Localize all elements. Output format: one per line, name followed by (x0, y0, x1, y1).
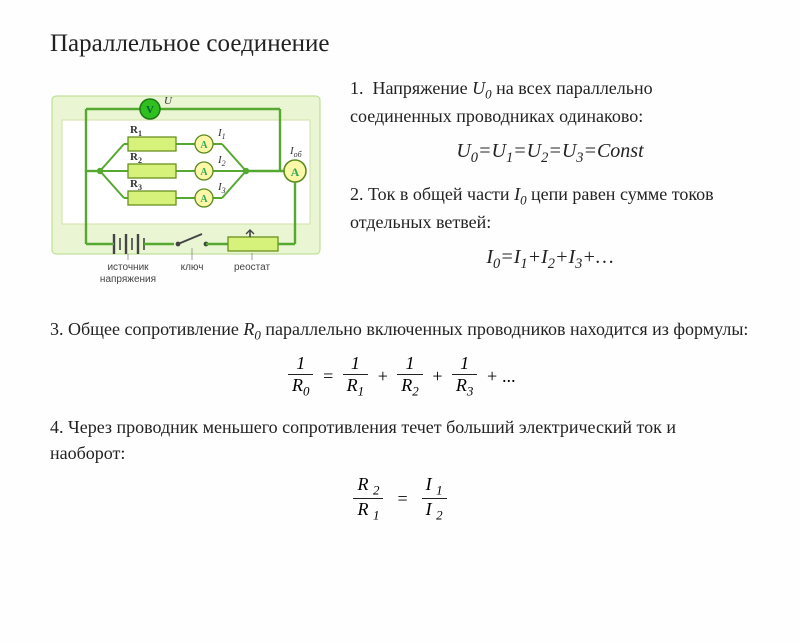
caption-key: ключ (181, 262, 204, 273)
point-2-text: 2. Ток в общей части I0 цепи равен сумме… (350, 182, 750, 235)
voltmeter-label: U (164, 95, 173, 107)
svg-text:A: A (200, 194, 208, 205)
page-title: Параллельное соединение (50, 30, 750, 58)
formula-1: U0=U1=U2=U3=Const (350, 137, 750, 168)
circuit-diagram: V U R1 A I1 (50, 76, 330, 296)
formula-2: I0=I1+I2+I3+… (350, 243, 750, 274)
formula-3: 1R0 = 1R1 + 1R2 + 1R3 + ... (50, 353, 750, 400)
svg-text:A: A (291, 165, 300, 179)
point-4-text: 4. Через проводник меньшего сопротивлени… (50, 415, 750, 465)
caption-source: источник (107, 262, 149, 273)
circuit-diagram-container: V U R1 A I1 (50, 76, 330, 301)
caption-rheostat: реостат (234, 262, 270, 273)
top-row: V U R1 A I1 (50, 76, 750, 301)
caption-voltage: напряжения (100, 274, 156, 285)
svg-text:A: A (200, 167, 208, 178)
point-3-text: 3. Общее сопротивление R0 параллельно вк… (50, 317, 750, 345)
svg-text:A: A (200, 140, 208, 151)
point-1-text: 1. Напряжение U0 на всех параллельно сое… (350, 76, 750, 129)
formula-4: R 2 R 1 = I 1 I 2 (50, 474, 750, 524)
page: Параллельное соединение V U (0, 0, 800, 642)
text-column: 1. Напряжение U0 на всех параллельно сое… (350, 76, 750, 288)
svg-text:V: V (146, 104, 154, 116)
